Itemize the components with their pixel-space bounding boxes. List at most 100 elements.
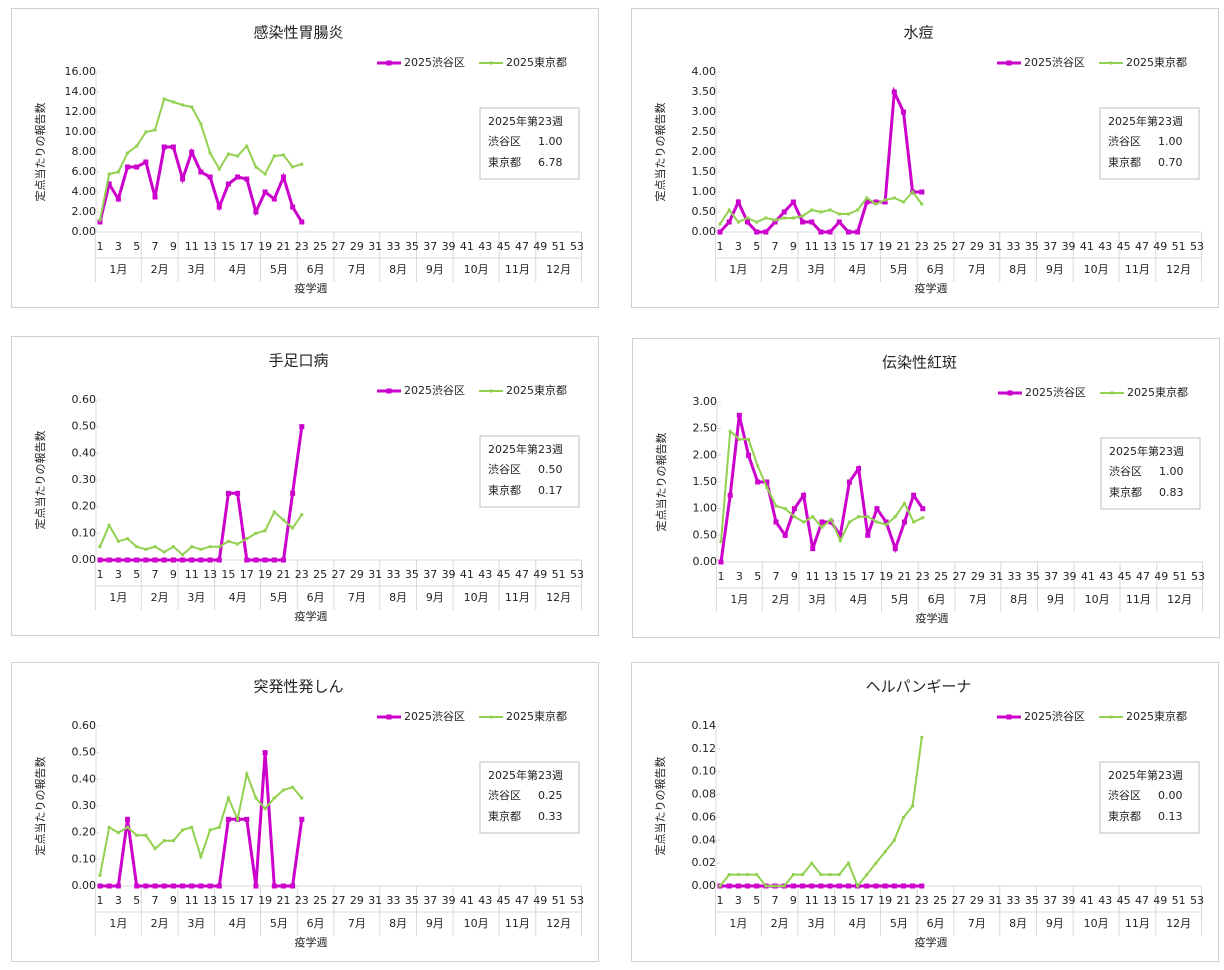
x-tick-label: 27 — [952, 894, 966, 907]
x-tick-label: 15 — [842, 570, 856, 583]
y-tick-label: 0.06 — [692, 810, 717, 823]
legend-marker — [386, 714, 392, 720]
y-tick-label: 2.50 — [692, 125, 717, 138]
y-tick-label: 0.00 — [72, 553, 97, 566]
point — [125, 557, 131, 563]
annotation-box — [1099, 761, 1200, 834]
point — [892, 838, 896, 842]
point — [883, 198, 887, 202]
legend-marker — [386, 388, 392, 394]
x-tick-label: 15 — [221, 240, 235, 253]
point — [170, 144, 176, 150]
point — [170, 883, 176, 889]
x-tick-label: 31 — [988, 240, 1002, 253]
point — [281, 518, 285, 522]
x-tick-label: 11 — [805, 894, 819, 907]
point — [245, 537, 249, 541]
point — [271, 883, 277, 889]
annotation-box — [479, 435, 580, 508]
point — [199, 855, 203, 859]
point — [153, 847, 157, 851]
annotation-value: 0.70 — [1158, 156, 1183, 169]
point — [189, 557, 195, 563]
legend-label: 2025東京都 — [506, 55, 567, 69]
legend-marker — [1109, 715, 1113, 719]
month-label: 9月 — [426, 263, 444, 276]
month-label: 11月 — [1125, 263, 1150, 276]
point — [800, 219, 806, 225]
x-tick-label: 5 — [753, 240, 760, 253]
month-label: 1月 — [729, 263, 747, 276]
point — [790, 883, 796, 889]
point — [865, 196, 869, 200]
point — [290, 204, 296, 210]
month-label: 4月 — [229, 263, 247, 276]
x-tick-label: 43 — [478, 568, 492, 581]
point — [207, 174, 213, 180]
x-tick-label: 41 — [460, 240, 474, 253]
chart-title: 突発性発しん — [253, 678, 343, 696]
point — [152, 883, 158, 889]
point — [226, 152, 230, 156]
x-tick-label: 41 — [460, 894, 474, 907]
point — [97, 219, 103, 225]
x-tick-label: 51 — [552, 240, 566, 253]
y-axis-label: 定点当たりの報告数 — [653, 757, 667, 856]
y-tick-label: 10.00 — [65, 125, 97, 138]
x-tick-label: 17 — [240, 568, 254, 581]
point — [920, 735, 924, 739]
x-tick-label: 25 — [933, 894, 947, 907]
x-tick-label: 53 — [1190, 240, 1204, 253]
y-tick-label: 0.40 — [72, 772, 97, 785]
x-tick-label: 33 — [387, 240, 401, 253]
point — [754, 229, 760, 235]
point — [801, 492, 807, 498]
point — [790, 199, 796, 205]
point — [171, 839, 175, 843]
point — [135, 833, 139, 837]
y-axis-label: 定点当たりの報告数 — [654, 433, 668, 532]
point — [736, 412, 742, 418]
x-tick-label: 39 — [1063, 570, 1077, 583]
point — [98, 218, 102, 222]
point — [900, 883, 906, 889]
point — [727, 208, 731, 212]
point — [764, 884, 768, 888]
point — [263, 172, 267, 176]
point — [774, 504, 778, 508]
month-label: 9月 — [1046, 263, 1064, 276]
point — [845, 229, 851, 235]
point — [126, 825, 130, 829]
point — [162, 839, 166, 843]
point — [791, 216, 795, 220]
legend-label: 2025渋谷区 — [404, 56, 465, 69]
point — [272, 796, 276, 800]
point — [170, 557, 176, 563]
x-tick-label: 49 — [533, 894, 547, 907]
x-tick-label: 15 — [221, 568, 235, 581]
point — [280, 883, 286, 889]
point — [726, 883, 732, 889]
legend-label: 2025渋谷区 — [1025, 386, 1086, 399]
month-label: 1月 — [109, 591, 127, 604]
point — [810, 546, 816, 552]
x-tick-label: 39 — [1062, 894, 1076, 907]
point — [216, 204, 222, 210]
month-label: 10月 — [464, 917, 489, 930]
annotation-value: 1.00 — [1158, 135, 1183, 148]
x-tick-label: 35 — [405, 240, 419, 253]
x-tick-label: 45 — [1117, 894, 1131, 907]
annotation-label: 東京都 — [1108, 155, 1141, 169]
point — [828, 519, 834, 525]
x-tick-label: 21 — [276, 894, 290, 907]
chart-title: 感染性胃腸炎 — [253, 24, 343, 42]
annotation-label: 渋谷区 — [1109, 465, 1142, 478]
y-tick-label: 0.14 — [692, 719, 717, 732]
month-label: 10月 — [464, 263, 489, 276]
month-label: 6月 — [927, 263, 945, 276]
legend-marker — [489, 715, 493, 719]
x-tick-label: 27 — [332, 568, 346, 581]
point — [837, 532, 843, 538]
month-label: 3月 — [187, 917, 205, 930]
